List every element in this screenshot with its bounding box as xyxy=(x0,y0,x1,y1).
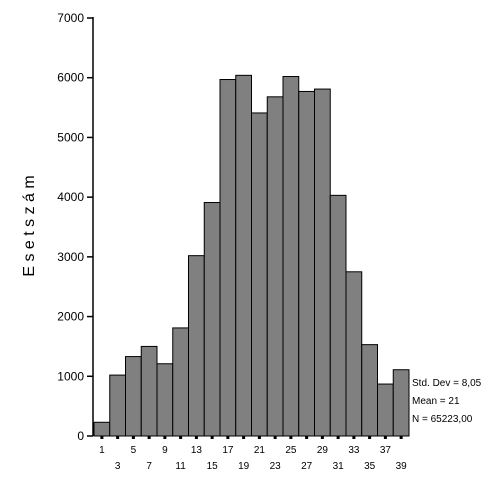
x-tick-label: 7 xyxy=(146,461,152,472)
x-tick-label: 5 xyxy=(131,445,137,456)
histogram-bar xyxy=(377,383,394,437)
histogram-bar xyxy=(203,202,221,437)
x-tick-mark xyxy=(336,436,340,439)
x-tick-label: 3 xyxy=(115,461,121,472)
x-tick-mark xyxy=(194,436,198,439)
y-tick-label: 2000 xyxy=(57,310,84,324)
stats-line: Std. Dev = 8,05 xyxy=(412,378,482,389)
x-tick-label: 1 xyxy=(99,445,105,456)
x-tick-label: 37 xyxy=(380,445,392,456)
x-tick-mark xyxy=(305,436,309,439)
y-tick-label: 1000 xyxy=(57,369,84,383)
y-axis-label: E s e t s z á m xyxy=(21,175,38,276)
x-tick-label: 33 xyxy=(348,445,360,456)
bars-layer xyxy=(93,74,410,437)
histogram-bar xyxy=(361,344,378,437)
x-tick-label: 39 xyxy=(396,461,408,472)
x-tick-label: 9 xyxy=(162,445,168,456)
x-tick-mark xyxy=(383,436,387,439)
histogram-bar xyxy=(392,369,410,437)
y-tick-label: 3000 xyxy=(57,250,84,264)
histogram-bar xyxy=(235,74,252,437)
histogram-bar xyxy=(282,76,300,437)
histogram-bar xyxy=(172,327,189,437)
histogram-bar xyxy=(188,255,205,437)
x-tick-mark xyxy=(100,436,104,439)
histogram-bar xyxy=(156,363,174,437)
x-tick-label: 31 xyxy=(333,461,345,472)
x-tick-mark xyxy=(226,436,230,439)
x-tick-mark xyxy=(242,436,246,439)
histogram-bar xyxy=(125,356,142,437)
histogram-bar xyxy=(251,112,268,437)
histogram-bar xyxy=(345,271,363,437)
histogram-bar xyxy=(298,90,315,437)
x-tick-mark xyxy=(116,436,120,439)
x-tick-mark xyxy=(320,436,324,439)
y-tick-label: 7000 xyxy=(57,11,84,25)
y-tick-label: 6000 xyxy=(57,71,84,85)
histogram-bar xyxy=(93,421,111,437)
y-tick-label: 4000 xyxy=(57,190,84,204)
stats-block: Std. Dev = 8,05 Mean = 21 N = 65223,00 xyxy=(412,378,482,425)
histogram-bar xyxy=(140,345,158,437)
y-ticks-layer: 0 1000 2000 3000 4000 5000 6000 7000 xyxy=(57,11,93,443)
histogram-bar xyxy=(219,79,237,437)
x-tick-mark xyxy=(289,436,293,439)
x-tick-label: 17 xyxy=(222,445,234,456)
x-tick-label: 25 xyxy=(285,445,297,456)
x-tick-label: 13 xyxy=(191,445,203,456)
x-tick-mark xyxy=(163,436,167,439)
x-tick-label: 15 xyxy=(207,461,219,472)
x-tick-label: 27 xyxy=(301,461,313,472)
histogram-bar xyxy=(329,194,347,437)
x-tick-mark xyxy=(257,436,261,439)
x-tick-mark xyxy=(131,436,135,439)
x-tick-label: 29 xyxy=(317,445,329,456)
x-tick-mark xyxy=(368,436,372,439)
histogram-bar xyxy=(314,88,331,437)
stats-line: N = 65223,00 xyxy=(412,414,473,425)
y-tick-label: 0 xyxy=(77,429,84,443)
x-tick-label: 21 xyxy=(254,445,266,456)
x-tick-label: 35 xyxy=(364,461,376,472)
x-tick-label: 19 xyxy=(238,461,250,472)
x-tick-mark xyxy=(179,436,183,439)
histogram-bar xyxy=(109,374,126,437)
histogram-bar xyxy=(266,96,284,437)
x-tick-mark xyxy=(399,436,403,439)
x-tick-mark xyxy=(273,436,277,439)
x-tick-label: 23 xyxy=(270,461,282,472)
x-tick-label: 11 xyxy=(175,461,186,472)
x-tick-mark xyxy=(352,436,356,439)
x-tick-mark xyxy=(210,436,214,439)
stats-line: Mean = 21 xyxy=(412,396,460,407)
x-tick-mark xyxy=(147,436,151,439)
y-tick-label: 5000 xyxy=(57,130,84,144)
